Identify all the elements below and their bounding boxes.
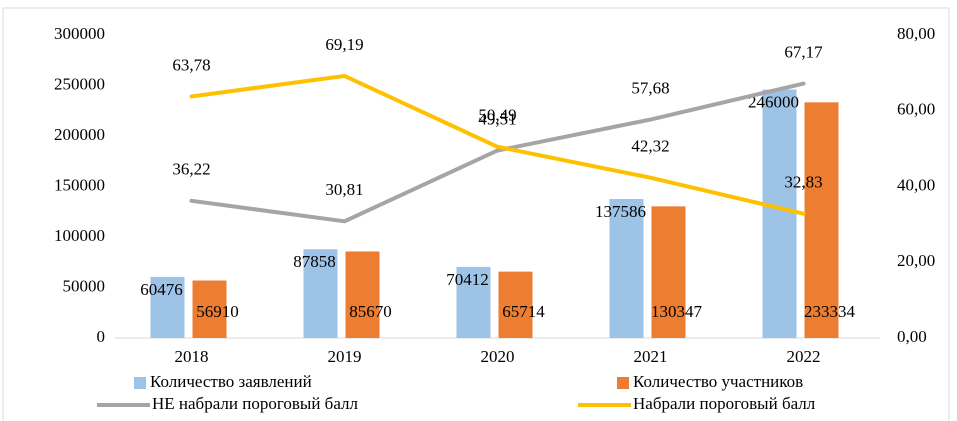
x-tick-label: 2018 — [175, 347, 209, 366]
data-label: 85670 — [349, 302, 392, 321]
data-label: 233334 — [804, 302, 856, 321]
x-tick-label: 2022 — [787, 347, 821, 366]
data-label: 246000 — [748, 92, 799, 111]
bar — [651, 206, 686, 338]
y-tick-label: 300000 — [54, 24, 105, 43]
y2-tick-label: 0,00 — [897, 327, 927, 346]
bar — [609, 199, 644, 338]
bar — [150, 276, 185, 338]
y-tick-label: 250000 — [54, 74, 105, 93]
y-tick-label: 200000 — [54, 125, 105, 144]
line — [189, 81, 806, 224]
y2-tick-label: 60,00 — [897, 100, 935, 119]
bar — [192, 280, 227, 338]
data-label: 32,83 — [784, 173, 822, 192]
line — [189, 73, 806, 216]
y2-tick-label: 40,00 — [897, 175, 935, 194]
data-label: 60476 — [140, 280, 183, 299]
data-label: 42,32 — [631, 137, 669, 156]
data-label: 130347 — [651, 302, 703, 321]
legend-label: Количество участников — [633, 372, 803, 391]
bar — [498, 271, 533, 338]
chart-frame — [2, 7, 950, 421]
data-label: 36,22 — [172, 160, 210, 179]
data-label: 137586 — [595, 202, 646, 221]
data-label: 57,68 — [631, 78, 669, 97]
data-label: 30,81 — [325, 180, 363, 199]
bar — [804, 102, 839, 338]
legend-label: НЕ набрали пороговый балл — [152, 394, 359, 413]
y-tick-label: 0 — [97, 327, 106, 346]
x-tick-label: 2020 — [481, 347, 515, 366]
legend-swatch — [617, 377, 629, 389]
legend-label: Количество заявлений — [150, 372, 312, 391]
legend-label: Набрали пороговый балл — [633, 394, 816, 413]
data-label: 65714 — [502, 302, 545, 321]
data-label: 49,51 — [478, 109, 516, 128]
y2-tick-label: 80,00 — [897, 24, 935, 43]
legend-swatch — [134, 377, 146, 389]
y-tick-label: 150000 — [54, 175, 105, 194]
y-tick-label: 50000 — [63, 276, 106, 295]
bar — [303, 249, 338, 338]
y2-tick-label: 20,00 — [897, 251, 935, 270]
x-tick-label: 2019 — [328, 347, 362, 366]
bar — [762, 89, 797, 338]
data-label: 87858 — [293, 252, 336, 271]
y-tick-label: 100000 — [54, 226, 105, 245]
data-label: 50,49 — [478, 106, 516, 125]
data-label: 67,17 — [784, 42, 823, 61]
data-label: 70412 — [446, 270, 489, 289]
bar — [456, 266, 491, 338]
x-tick-label: 2021 — [634, 347, 668, 366]
data-label: 63,78 — [172, 55, 210, 74]
bar — [345, 251, 380, 338]
data-label: 69,19 — [325, 35, 363, 54]
data-label: 56910 — [196, 302, 239, 321]
